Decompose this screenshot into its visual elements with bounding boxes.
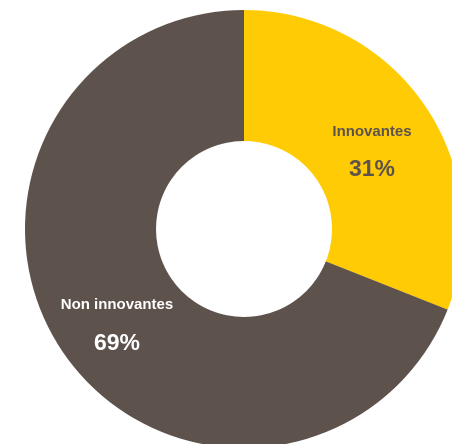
slice-label-non-innovantes: Non innovantes 69%: [61, 296, 174, 355]
slice-label-name: Non innovantes: [61, 296, 174, 313]
donut-hole: [156, 141, 332, 317]
slice-label-innovantes: Innovantes 31%: [332, 123, 411, 181]
slice-label-value: 31%: [349, 155, 395, 181]
slice-label-value: 69%: [94, 329, 140, 355]
slice-label-name: Innovantes: [332, 123, 411, 140]
